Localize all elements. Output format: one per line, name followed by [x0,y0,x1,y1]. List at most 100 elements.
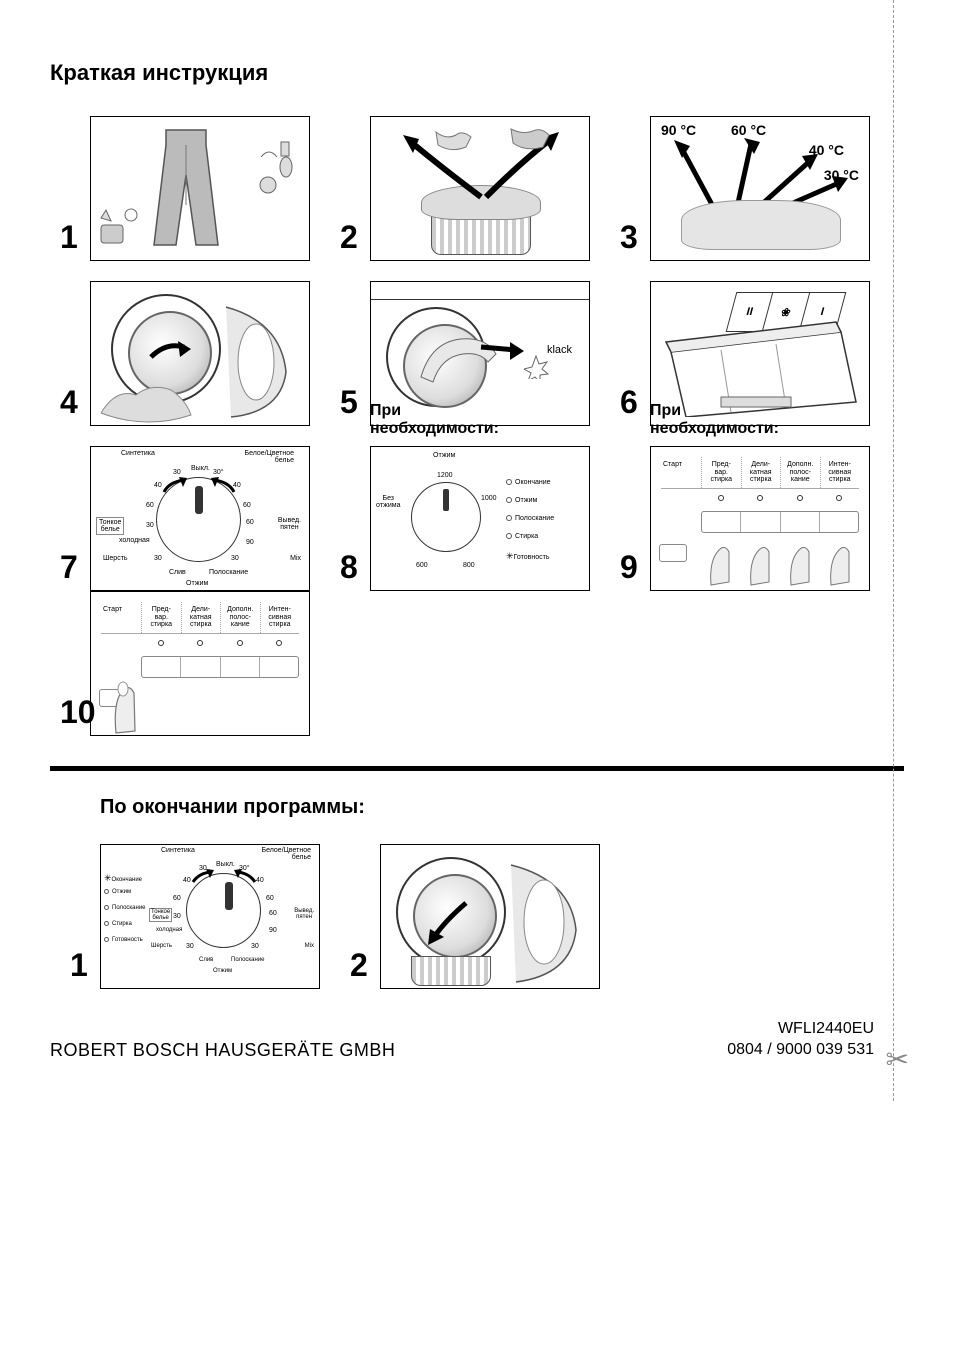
step-number: 1 [70,947,88,984]
dial-30: 30 [173,469,181,476]
dial-label: Слив [169,569,186,576]
led-icon [757,495,763,501]
clothes-load-icon [96,373,196,423]
led-icon [797,495,803,501]
step-annotation: При необходимости: [370,402,499,437]
step-number: 9 [620,549,638,586]
step-number: 2 [340,219,358,256]
dial-label: Белое/Цветное белье [262,847,312,861]
step-number: 8 [340,549,358,586]
sort-arrows-icon [391,127,571,207]
steps-grid: 1 2 90 °C 60 °C [50,116,904,611]
step-2: 2 [330,116,590,261]
pants-icon [146,125,226,255]
panel-start: Старт [661,457,701,488]
end-steps-grid: Синтетика Белое/Цветное белье Выкл. 30 3… [60,844,904,989]
dial-label: Mix [290,555,301,562]
led-icon [197,640,203,646]
step-7: Синтетика Белое/Цветное белье Выкл. 30 3… [50,446,310,591]
option-buttons [701,511,859,533]
dial-label: холодная [156,927,182,933]
dial-30: 30° [213,469,224,476]
dial-label: Вывед. пятен [278,517,301,531]
end-step-2: 2 [340,844,600,989]
status-wash: Стирка [104,921,132,927]
step-number: 10 [60,694,96,731]
status-end: Окончание [506,479,551,486]
status-rinse: Полоскание [506,515,554,522]
dial-30: 30 [173,913,181,920]
spin-600: 600 [416,562,428,569]
finger-press-icon [101,675,141,735]
dial-label: Шерсть [103,555,128,562]
dial-label: Шерсть [151,943,172,949]
dial-label: Белое/Цветное белье [245,450,295,464]
dial-arrow-icon [209,477,239,497]
step-number: 1 [60,219,78,256]
dial-90: 90 [246,539,254,546]
step-9: Старт Пред- вар. стирка Дели- катная сти… [610,446,870,591]
status-ready: ✳Готовность [506,551,549,562]
dial-arrow-icon [159,477,189,497]
status-spin: Отжим [104,889,131,895]
option-panel: Старт Пред- вар. стирка Дели- катная сти… [101,602,299,678]
end-section-title: По окончании программы: [100,796,904,819]
panel-opt: Дели- катная стирка [741,457,781,488]
panel-opt: Пред- вар. стирка [701,457,741,488]
dial-off: Выкл. [191,465,210,472]
klack-label: klack [545,342,574,358]
option-buttons [141,656,299,678]
dial-60: 60 [246,519,254,526]
panel-opt: Пред- вар. стирка [141,602,181,633]
step-10: Старт Пред- вар. стирка Дели- катная сти… [50,591,310,736]
step-number: 2 [350,947,368,984]
panel-opt: Интен- сивная стирка [260,602,300,633]
page-footer: ROBERT BOSCH HAUSGERÄTE GMBH WFLI2440EU … [50,1019,904,1061]
dial-60: 60 [146,502,154,509]
dial-label: Тонкое белье [96,517,124,535]
start-button [659,544,687,562]
status-wash: Стирка [506,533,538,540]
page-title: Краткая инструкция [50,60,904,86]
dial-60: 60 [243,502,251,509]
spin-800: 800 [463,562,475,569]
panel-opt: Интен- сивная стирка [820,457,860,488]
dial-arrow-icon [189,869,215,887]
laundry-pile-icon [681,200,841,250]
end-step-1: Синтетика Белое/Цветное белье Выкл. 30 3… [60,844,320,989]
step-annotation: При необходимости: [650,402,779,437]
footer-company: ROBERT BOSCH HAUSGERÄTE GMBH [50,1040,395,1061]
spin-title: Отжим [433,452,455,459]
dial-off: Выкл. [216,861,235,868]
dial-30: 30 [186,943,194,950]
dial-label: Отжим [186,580,208,587]
footer-code: 0804 / 9000 039 531 [727,1040,874,1061]
step-3: 90 °C 60 °C 40 °C 30 °C 3 [610,116,870,261]
step-1: 1 [50,116,310,261]
pocket-items-icon [96,200,146,250]
dial-label: Отжим [213,968,232,974]
spin-dial [411,482,481,552]
spin-1200: 1200 [437,472,453,479]
klack-burst-icon [524,354,549,379]
led-icon [836,495,842,501]
dial-90: 90 [269,927,277,934]
dial-30: 30 [251,943,259,950]
step-number: 7 [60,549,78,586]
machine-top [371,282,589,300]
dial-label: Тонкое белье [149,908,172,922]
step-number: 4 [60,384,78,421]
step-8: Отжим 1200 1000 800 600 Без отжима Оконч… [330,446,590,591]
status-end: ✳Окончание [104,873,142,884]
dial-label: Слив [199,957,213,963]
dial-label: Полоскание [209,569,248,576]
open-door-icon [506,860,591,985]
dial-label: холодная [119,537,150,544]
step-4: 4 [50,281,310,426]
spin-1000: 1000 [481,495,497,502]
dial-label: Полоскание [231,957,265,963]
status-spin: Отжим [506,497,537,504]
status-ready: Готовность [104,937,143,943]
small-objects-icon [256,137,301,197]
cut-line [893,0,894,1101]
